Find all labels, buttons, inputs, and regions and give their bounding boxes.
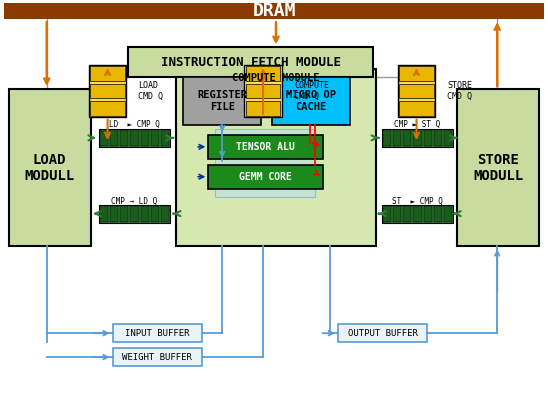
FancyBboxPatch shape xyxy=(444,130,453,146)
FancyBboxPatch shape xyxy=(208,165,323,189)
FancyBboxPatch shape xyxy=(161,130,169,146)
Text: MICRO OP
CACHE: MICRO OP CACHE xyxy=(286,90,336,112)
FancyBboxPatch shape xyxy=(215,129,315,197)
FancyBboxPatch shape xyxy=(90,67,125,81)
FancyBboxPatch shape xyxy=(399,67,434,81)
FancyBboxPatch shape xyxy=(151,130,159,146)
FancyBboxPatch shape xyxy=(403,206,412,221)
FancyBboxPatch shape xyxy=(458,89,539,247)
FancyBboxPatch shape xyxy=(9,89,90,247)
FancyBboxPatch shape xyxy=(90,84,125,98)
FancyBboxPatch shape xyxy=(141,130,149,146)
FancyBboxPatch shape xyxy=(381,204,453,223)
FancyBboxPatch shape xyxy=(434,130,442,146)
Text: COMPUTE
CMD Q: COMPUTE CMD Q xyxy=(294,81,329,101)
FancyBboxPatch shape xyxy=(100,206,108,221)
FancyBboxPatch shape xyxy=(424,130,432,146)
FancyBboxPatch shape xyxy=(99,129,170,147)
Text: LOAD
MODULL: LOAD MODULL xyxy=(25,152,75,183)
Text: INSTRUCTION FETCH MODULE: INSTRUCTION FETCH MODULE xyxy=(161,56,340,69)
FancyBboxPatch shape xyxy=(399,84,434,98)
FancyBboxPatch shape xyxy=(128,47,373,77)
FancyBboxPatch shape xyxy=(413,130,421,146)
Text: ST  ► CMP Q: ST ► CMP Q xyxy=(392,197,443,206)
FancyBboxPatch shape xyxy=(99,204,170,223)
FancyBboxPatch shape xyxy=(89,65,127,117)
FancyBboxPatch shape xyxy=(112,324,202,342)
FancyBboxPatch shape xyxy=(383,130,391,146)
FancyBboxPatch shape xyxy=(399,101,434,115)
FancyBboxPatch shape xyxy=(100,130,108,146)
FancyBboxPatch shape xyxy=(208,135,323,159)
Text: GEMM CORE: GEMM CORE xyxy=(239,172,292,182)
FancyBboxPatch shape xyxy=(403,130,412,146)
FancyBboxPatch shape xyxy=(381,129,453,147)
Text: DRAM: DRAM xyxy=(252,2,296,20)
FancyBboxPatch shape xyxy=(110,130,118,146)
FancyBboxPatch shape xyxy=(112,348,202,366)
FancyBboxPatch shape xyxy=(338,324,427,342)
Text: LOAD
CMD Q: LOAD CMD Q xyxy=(139,81,163,101)
FancyBboxPatch shape xyxy=(183,77,261,125)
FancyBboxPatch shape xyxy=(393,130,401,146)
FancyBboxPatch shape xyxy=(424,206,432,221)
Text: OUTPUT BUFFER: OUTPUT BUFFER xyxy=(347,329,418,338)
Text: LD  ► CMP Q: LD ► CMP Q xyxy=(109,121,160,129)
Text: REGISTER
FILE: REGISTER FILE xyxy=(197,90,247,112)
FancyBboxPatch shape xyxy=(398,65,436,117)
FancyBboxPatch shape xyxy=(246,67,281,81)
Text: CMP → LD Q: CMP → LD Q xyxy=(111,197,158,206)
FancyBboxPatch shape xyxy=(176,69,376,247)
FancyBboxPatch shape xyxy=(244,65,282,117)
Text: INPUT BUFFER: INPUT BUFFER xyxy=(125,329,190,338)
FancyBboxPatch shape xyxy=(444,206,453,221)
FancyBboxPatch shape xyxy=(393,206,401,221)
FancyBboxPatch shape xyxy=(130,130,139,146)
FancyBboxPatch shape xyxy=(120,130,128,146)
FancyBboxPatch shape xyxy=(110,206,118,221)
Text: STORE
MODULL: STORE MODULL xyxy=(473,152,523,183)
FancyBboxPatch shape xyxy=(90,101,125,115)
FancyBboxPatch shape xyxy=(434,206,442,221)
FancyBboxPatch shape xyxy=(413,206,421,221)
FancyBboxPatch shape xyxy=(246,84,281,98)
FancyBboxPatch shape xyxy=(246,101,281,115)
Text: CMP ► ST Q: CMP ► ST Q xyxy=(395,121,441,129)
FancyBboxPatch shape xyxy=(130,206,139,221)
Text: STORE
CMD Q: STORE CMD Q xyxy=(447,81,472,101)
FancyBboxPatch shape xyxy=(272,77,350,125)
FancyBboxPatch shape xyxy=(141,206,149,221)
Text: WEIGHT BUFFER: WEIGHT BUFFER xyxy=(122,353,192,362)
FancyBboxPatch shape xyxy=(120,206,128,221)
FancyBboxPatch shape xyxy=(383,206,391,221)
FancyBboxPatch shape xyxy=(4,3,544,19)
Text: TENSOR ALU: TENSOR ALU xyxy=(236,142,295,152)
Text: COMPUTE MODULE: COMPUTE MODULE xyxy=(232,73,319,83)
FancyBboxPatch shape xyxy=(151,206,159,221)
FancyBboxPatch shape xyxy=(161,206,169,221)
